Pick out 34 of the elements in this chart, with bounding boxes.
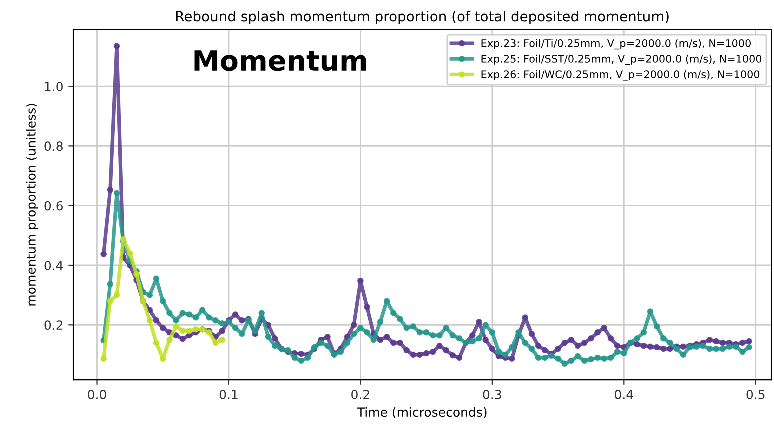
point bbox=[153, 340, 160, 346]
y-tick-label: 0.2 bbox=[44, 320, 63, 330]
y-tick-label: 0.4 bbox=[44, 260, 64, 270]
point bbox=[134, 271, 140, 278]
point bbox=[192, 326, 200, 333]
point bbox=[120, 236, 127, 243]
point bbox=[100, 356, 107, 362]
chart-title: Rebound splash momentum proportion (of total deposited momentum) bbox=[176, 11, 669, 24]
point bbox=[146, 318, 154, 324]
x-tick-label: 0.5 bbox=[746, 390, 765, 400]
x-tick-label: 0.2 bbox=[352, 390, 370, 400]
point bbox=[114, 292, 120, 298]
point bbox=[173, 324, 180, 330]
x-tick-label: 0.0 bbox=[88, 390, 106, 400]
point bbox=[180, 328, 186, 334]
point bbox=[219, 336, 226, 344]
legend-label: Exp.23: Foil/Ti/0.25mm, V_p=2000.0 (m/s), N=1000 bbox=[482, 39, 751, 50]
y-axis-title: momentum proportion (unitless) bbox=[26, 104, 38, 306]
legend-label: Exp.26: Foil/WC/0.25mm, V_p=2000.0 (m/s), N=1000 bbox=[482, 70, 760, 81]
point bbox=[127, 250, 134, 257]
point bbox=[160, 356, 166, 362]
point bbox=[186, 328, 193, 334]
point bbox=[166, 336, 173, 344]
x-axis-title: Time (microseconds) bbox=[357, 407, 487, 419]
point bbox=[107, 298, 114, 304]
y-tick-label: 0.6 bbox=[44, 201, 64, 211]
y-tick-label: 0.8 bbox=[44, 142, 63, 152]
annotation: Momentum bbox=[194, 50, 366, 72]
x-tick-label: 0.3 bbox=[483, 390, 502, 400]
y-tick-label: 1.0 bbox=[45, 82, 63, 92]
legend-label: Exp.25: Foil/SST/0.25mm, V_p=2000.0 (m/s), N=1000 bbox=[482, 54, 762, 66]
point bbox=[212, 340, 219, 346]
x-tick-label: 0.1 bbox=[220, 390, 238, 400]
x-tick-label: 0.4 bbox=[615, 390, 634, 400]
